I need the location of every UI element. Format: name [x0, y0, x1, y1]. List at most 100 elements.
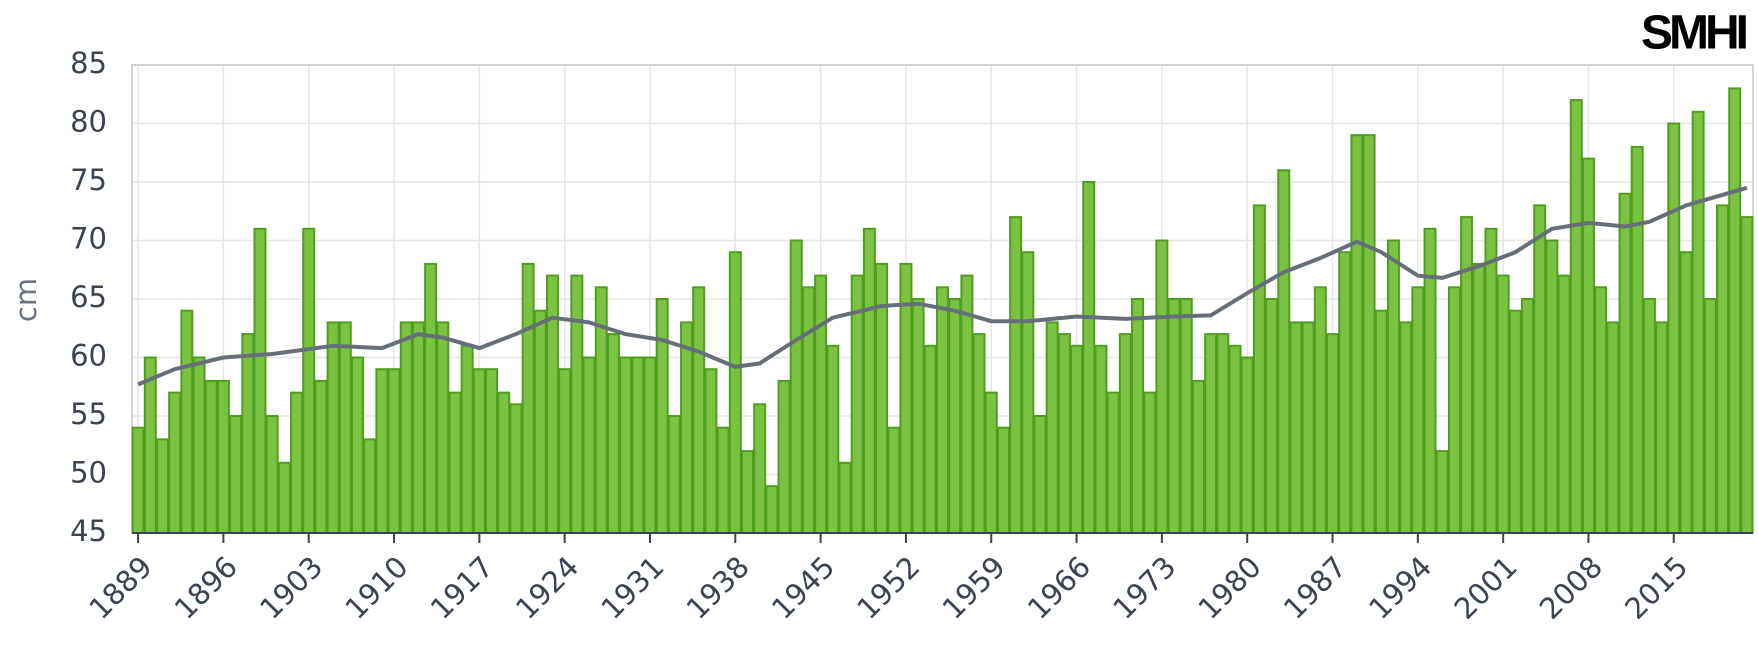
x-tick-label: 1980 [1192, 550, 1268, 626]
bar [558, 368, 572, 535]
bar [1679, 251, 1693, 534]
bar [1703, 298, 1717, 534]
bar [667, 415, 681, 534]
x-tick-label: 1924 [509, 550, 585, 626]
bar [216, 379, 230, 534]
x-tick-label: 1952 [850, 550, 926, 626]
bar [387, 368, 401, 535]
x-tick-label: 1966 [1021, 550, 1097, 626]
x-tick-label: 1994 [1362, 550, 1438, 626]
bar [1411, 286, 1425, 534]
bar [1447, 286, 1461, 534]
y-tick-label: 75 [70, 163, 107, 197]
bar [887, 426, 901, 535]
bar [1009, 216, 1023, 534]
bar [1386, 239, 1400, 534]
bar [1642, 298, 1656, 534]
bar [1143, 391, 1157, 534]
bar [1338, 251, 1352, 534]
bar [716, 426, 730, 535]
bar [923, 344, 937, 534]
bar [363, 438, 377, 534]
x-tick-label: 1917 [424, 550, 500, 626]
bar [1460, 216, 1474, 534]
bar [972, 333, 986, 534]
logo: SMHI [1641, 7, 1747, 60]
bar [619, 356, 633, 534]
y-tick-label: 80 [70, 105, 107, 139]
trend-line [137, 185, 1748, 387]
bar [765, 485, 779, 535]
bar [948, 298, 962, 534]
bar [801, 286, 815, 534]
bar [1228, 344, 1242, 534]
x-tick-label: 1896 [168, 550, 244, 626]
bar [1277, 169, 1291, 535]
bar [1191, 379, 1205, 534]
bar [180, 309, 194, 535]
bar [1057, 333, 1071, 534]
bar [728, 251, 742, 534]
bar [741, 450, 754, 535]
bar [290, 391, 304, 534]
bar [1155, 239, 1169, 534]
bar [1350, 134, 1364, 534]
bar [399, 321, 413, 534]
bar [692, 286, 706, 534]
bar [1581, 157, 1595, 534]
bar [1021, 251, 1035, 534]
bar [204, 379, 218, 534]
bar [1167, 298, 1181, 534]
bar [253, 227, 267, 535]
bar [1106, 391, 1120, 534]
bar [1179, 298, 1193, 534]
bar [984, 391, 998, 534]
bar [1691, 110, 1705, 535]
bar [1569, 99, 1583, 534]
x-tick-label: 2008 [1533, 550, 1609, 626]
bar [350, 356, 364, 534]
bar [424, 262, 438, 534]
bar [643, 356, 657, 534]
bar [1045, 321, 1059, 534]
bar [777, 379, 791, 534]
bar [1399, 321, 1413, 534]
bar [1216, 333, 1230, 534]
bar [1094, 344, 1108, 534]
bar [1289, 321, 1303, 534]
bar [1265, 298, 1279, 534]
bar [1118, 333, 1132, 534]
bar [1082, 181, 1096, 534]
bar [1667, 122, 1681, 534]
bar [192, 356, 206, 534]
bar [1033, 415, 1047, 534]
y-tick-label: 70 [70, 222, 107, 256]
x-tick-label: 1987 [1277, 550, 1353, 626]
bar [1594, 286, 1608, 534]
bar [1240, 356, 1254, 534]
x-tick-label: 1903 [253, 550, 329, 626]
bar [704, 368, 718, 535]
bar [1484, 227, 1498, 535]
x-tick-label: 1910 [338, 550, 414, 626]
x-tick-label: 2001 [1448, 550, 1524, 626]
y-tick-label: 65 [70, 280, 107, 314]
bar [1472, 262, 1486, 534]
bar [326, 321, 340, 534]
bar [1618, 192, 1632, 534]
bar [460, 344, 474, 534]
y-tick-label: 60 [70, 339, 107, 373]
bar [789, 239, 803, 534]
bar [375, 368, 389, 535]
bar [533, 309, 547, 535]
bar [521, 262, 535, 534]
x-tick-label: 2015 [1618, 550, 1694, 626]
bar [1496, 274, 1510, 534]
bar [314, 379, 328, 534]
bar [1313, 286, 1327, 534]
x-tick-label: 1945 [765, 550, 841, 626]
bar [838, 461, 852, 534]
bar [826, 344, 840, 534]
y-tick-label: 55 [70, 397, 107, 431]
